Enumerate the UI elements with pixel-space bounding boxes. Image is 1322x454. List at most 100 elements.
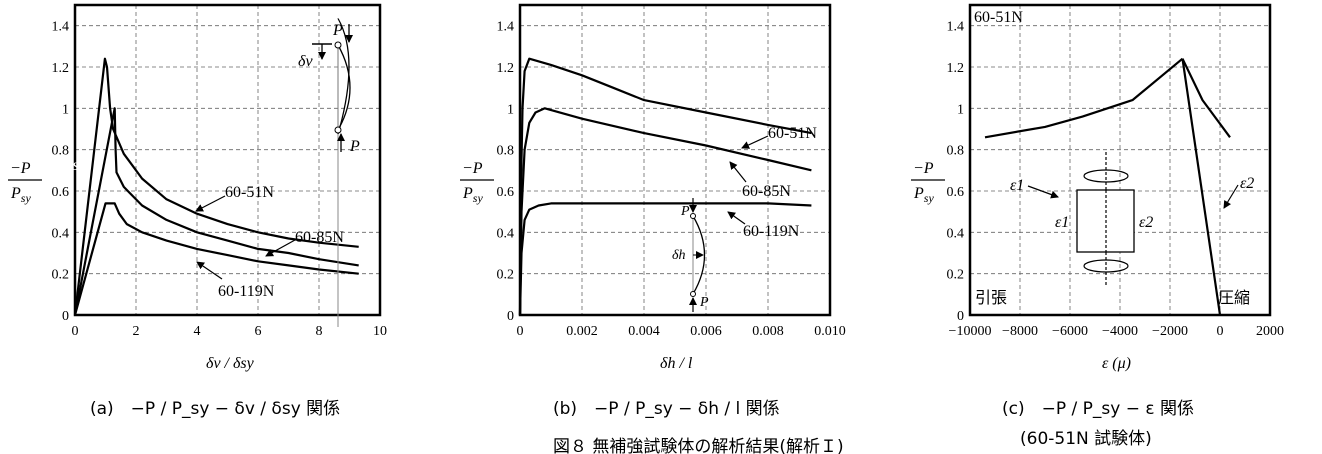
figure-caption: 図８ 無補強試験体の解析結果(解析Ｉ): [553, 437, 844, 454]
panel-c: −10000 −8000 −6000 −4000 −2000 0 2000 0 0.2 0.4 0.…: [911, 3, 1284, 449]
x-tick-label: 8: [316, 324, 323, 339]
series-label-eps1-c: ε1: [1010, 177, 1024, 194]
y-tick-label: 0.4: [497, 226, 515, 241]
series-label-eps2-c: ε2: [1240, 175, 1254, 192]
y-tick-label: 1.2: [497, 61, 515, 76]
x-axis-label-c: ε (μ): [1102, 355, 1131, 372]
x-tick-label: 4: [194, 324, 201, 339]
y-tick-label: 1: [62, 102, 69, 117]
inset-dv-label-a: δv: [298, 53, 313, 70]
series-label-60-85N-a: 60-85N: [295, 229, 344, 246]
grid-c: [970, 5, 1270, 315]
corner-label-c: 60-51N: [974, 9, 1023, 26]
series-line-60-51N: [518, 57, 812, 316]
plot-frame-b: [518, 3, 832, 317]
inset-curve-a: [337, 44, 351, 131]
x-tick-label: 0.002: [566, 324, 598, 339]
grid-a: [75, 5, 380, 315]
x-tick-label: 0: [1217, 324, 1224, 339]
inset-bottom-node-b: [690, 291, 696, 297]
svg-text:Psy: Psy: [913, 185, 934, 205]
series-lines-c: [984, 57, 1231, 316]
y-axis-label-b: −P Psy: [460, 160, 494, 205]
y-tick-label: 0: [507, 309, 514, 324]
x-tick-label: 2000: [1256, 324, 1284, 339]
x-tick-label: 0: [517, 324, 524, 339]
svg-text:Psy: Psy: [462, 185, 483, 205]
y-tick-label: 1.4: [497, 20, 515, 35]
caption-b: (b) −P / P_sy − δh / l 関係: [553, 399, 780, 419]
x-tick-label: 10: [373, 324, 387, 339]
y-tick-label: 0: [62, 309, 69, 324]
y-tick-label: 1.4: [52, 20, 70, 35]
inset-p-top-a: P: [332, 22, 343, 39]
series-line-ε2: [1181, 58, 1231, 138]
x-tick-label: 6: [255, 324, 262, 339]
inset-eps2-c: ε2: [1139, 214, 1153, 231]
inset-sketch-c: ε1 ε2: [1055, 152, 1153, 286]
y-tick-label: 0.8: [497, 144, 515, 159]
x-tick-label: 0.006: [690, 324, 722, 339]
inset-buckled-column-a: [337, 18, 350, 135]
series-labels-c: ε1 ε2: [1010, 175, 1254, 209]
y-tick-label: 1.2: [947, 61, 965, 76]
series-line-60-119N: [518, 202, 812, 316]
inset-rotation-top-c: [1083, 169, 1129, 183]
series-line-60-51N: [73, 57, 359, 316]
tick-labels-a: 0 2 4 6 8 10 0 0.2 0.4 0.6 0.8 1 1.2 1.4: [52, 20, 388, 339]
y-tick-label: 0.6: [947, 185, 965, 200]
y-tick-label: 1.2: [52, 61, 70, 76]
x-tick-label: −8000: [1002, 324, 1038, 339]
svg-text:−P: −P: [10, 160, 31, 177]
plot-frame-a: [73, 3, 382, 317]
y-tick-label: 0.6: [497, 185, 515, 200]
series-line-60-119N: [73, 202, 359, 316]
inset-bottom-node-a: [334, 126, 342, 134]
inset-dh-label-b: δh: [672, 248, 686, 263]
series-labels-a: 60-51N 60-85N 60-119N: [195, 184, 344, 300]
region-label-compression: 圧縮: [1218, 288, 1250, 307]
series-label-60-85N-b: 60-85N: [742, 183, 791, 200]
svg-text:−P: −P: [913, 160, 934, 177]
tick-labels-b: 0 0.002 0.004 0.006 0.008 0.010 0 0.2 0.4 0.6 0.8 1…: [497, 20, 846, 339]
y-tick-label: 0: [957, 309, 964, 324]
panel-b: 0 0.002 0.004 0.006 0.008 0.010 0 0.2 0.4 0.6 0.8 1…: [460, 3, 846, 454]
inset-sketch-a: P δv P: [298, 18, 360, 327]
y-tick-label: 0.6: [52, 185, 70, 200]
inset-top-node-a: [334, 41, 342, 49]
inset-p-top-b: P: [680, 204, 690, 219]
y-tick-label: 1: [507, 102, 514, 117]
series-label-60-119N-b: 60-119N: [743, 223, 800, 240]
series-line-ε: [1181, 58, 1222, 316]
inset-top-node-b: [690, 213, 696, 219]
svg-text:−P: −P: [462, 160, 483, 177]
x-tick-label: 0.008: [752, 324, 784, 339]
inset-rotation-bottom-c: [1083, 259, 1129, 273]
svg-text:−P / P_sy: −P / P_sy: [22, 157, 87, 174]
y-tick-label: 1: [957, 102, 964, 117]
inset-p-bottom-a: P: [349, 138, 360, 155]
x-axis-label-b: δh / l: [660, 355, 693, 372]
series-label-60-51N-b: 60-51N: [768, 125, 817, 142]
series-line-60-85N: [73, 107, 359, 316]
y-tick-label: 0.4: [52, 226, 70, 241]
y-tick-label: 0.2: [947, 268, 965, 283]
inset-curve-b: [692, 215, 706, 295]
region-label-tension: 引張: [975, 288, 1007, 307]
x-tick-label: −4000: [1102, 324, 1138, 339]
x-tick-label: 0: [72, 324, 79, 339]
caption-a: (a) −P / P_sy − δv / δsy 関係: [90, 399, 340, 419]
x-tick-label: −6000: [1052, 324, 1088, 339]
inset-p-bottom-b: P: [699, 295, 709, 310]
x-tick-label: 0.004: [628, 324, 660, 339]
series-lines-b: [518, 57, 812, 316]
x-tick-label: 0.010: [814, 324, 846, 339]
y-tick-label: 0.8: [947, 144, 965, 159]
x-tick-label: −2000: [1152, 324, 1188, 339]
y-tick-label: 0.2: [497, 268, 515, 283]
series-lines-a: [73, 57, 359, 316]
plot-frame-c: [968, 3, 1272, 317]
x-axis-label-a: δv / δsy: [206, 355, 255, 372]
x-tick-label: −10000: [949, 324, 992, 339]
